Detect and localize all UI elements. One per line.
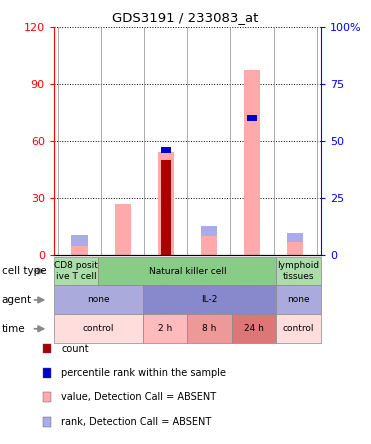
Text: IL-2: IL-2 <box>201 295 218 305</box>
Text: value, Detection Call = ABSENT: value, Detection Call = ABSENT <box>61 392 216 402</box>
Text: lymphoid
tissues: lymphoid tissues <box>278 262 320 281</box>
Text: none: none <box>288 295 310 305</box>
Text: agent: agent <box>2 295 32 305</box>
Bar <box>244 71 260 255</box>
Text: percentile rank within the sample: percentile rank within the sample <box>61 368 226 378</box>
Text: cell type: cell type <box>2 266 46 276</box>
Bar <box>158 152 174 255</box>
Text: 2 h: 2 h <box>158 324 172 333</box>
Bar <box>161 160 171 255</box>
Bar <box>201 236 217 255</box>
Bar <box>161 147 171 154</box>
Text: Natural killer cell: Natural killer cell <box>148 266 226 276</box>
Bar <box>287 242 303 255</box>
Text: 8 h: 8 h <box>203 324 217 333</box>
Bar <box>115 204 131 255</box>
Text: control: control <box>283 324 314 333</box>
Bar <box>72 235 88 246</box>
Bar <box>247 115 257 122</box>
Bar <box>287 234 303 242</box>
Text: CD8 posit
ive T cell: CD8 posit ive T cell <box>54 262 98 281</box>
Text: rank, Detection Call = ABSENT: rank, Detection Call = ABSENT <box>61 417 211 427</box>
Bar <box>201 226 217 236</box>
Text: count: count <box>61 344 89 353</box>
Bar <box>72 246 88 255</box>
Text: control: control <box>83 324 114 333</box>
Text: 24 h: 24 h <box>244 324 264 333</box>
Text: none: none <box>87 295 109 305</box>
Text: time: time <box>2 324 26 334</box>
Text: GDS3191 / 233083_at: GDS3191 / 233083_at <box>112 11 259 24</box>
